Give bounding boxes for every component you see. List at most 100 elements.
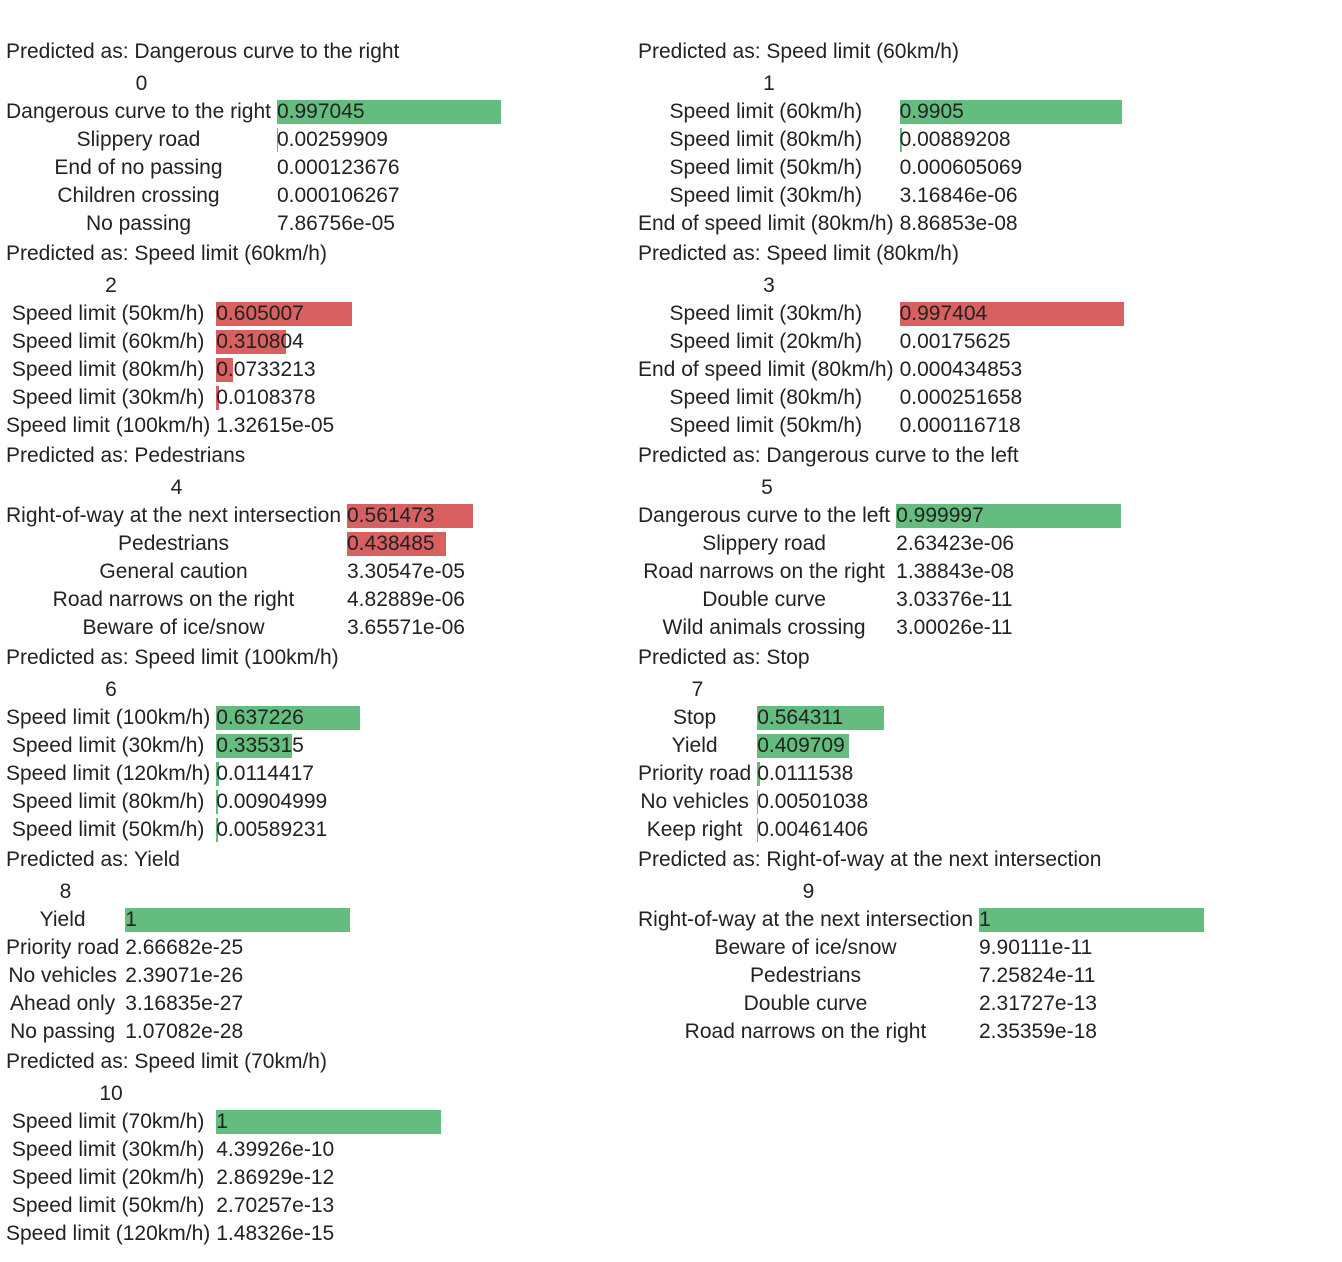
class-label: Dangerous curve to the right	[6, 100, 271, 123]
probability-value: 1	[979, 908, 991, 931]
panel-index: 0	[135, 72, 148, 95]
probability-value: 7.25824e-11	[979, 964, 1096, 987]
probability-bar	[216, 386, 219, 410]
probability-value: 3.03376e-11	[896, 588, 1013, 611]
probability-table: Yield 1 Priority road 2.66682e-25 No vehicle…	[6, 906, 355, 1046]
class-label: Beware of ice/snow	[714, 936, 897, 959]
class-label: Speed limit (50km/h)	[11, 1194, 205, 1217]
panel-index: 9	[802, 880, 815, 903]
probability-value: 0.438485	[347, 532, 435, 555]
probability-value: 3.16835e-27	[125, 992, 244, 1015]
probability-value: 0.999997	[896, 504, 984, 527]
probability-bar	[896, 504, 1122, 528]
probability-bar	[757, 706, 885, 730]
value-cell: 2.39071e-26	[125, 962, 355, 990]
table-row: Pedestrians 7.25824e-11	[638, 962, 1209, 990]
probability-value: 0.997404	[899, 302, 988, 325]
probability-table: Dangerous curve to the right 0.997045 Slip…	[6, 98, 507, 238]
value-cell: 0.000251658	[900, 384, 1130, 412]
probability-value: 1.32615e-05	[216, 414, 335, 437]
table-row: Beware of ice/snow 3.65571e-06	[6, 614, 577, 642]
class-label: Yield	[39, 908, 86, 931]
table-row: Speed limit (120km/h) 1.48326e-15	[6, 1220, 446, 1248]
probability-bar	[757, 818, 759, 842]
value-cell: 7.86756e-05	[277, 210, 507, 238]
table-row: Speed limit (30km/h) 0.335315	[6, 732, 446, 760]
value-cell: 8.86853e-08	[900, 210, 1130, 238]
class-label: Double curve	[743, 992, 868, 1015]
table-row: Speed limit (50km/h) 0.000605069	[638, 154, 1130, 182]
class-label: Slippery road	[702, 532, 826, 555]
class-label: Road narrows on the right	[684, 1020, 927, 1043]
probability-value: 3.65571e-06	[347, 616, 465, 639]
probability-value: 0.000251658	[899, 386, 1023, 409]
probability-value: 3.00026e-11	[896, 616, 1013, 639]
class-label: Road narrows on the right	[52, 588, 295, 611]
class-label: Speed limit (100km/h)	[6, 706, 211, 729]
panel-index: 3	[763, 274, 775, 297]
table-row: Right-of-way at the next intersection 1	[638, 906, 1209, 934]
class-label: Stop	[673, 706, 717, 729]
table-row: No vehicles 0.00501038	[638, 788, 987, 816]
probability-value: 2.66682e-25	[125, 936, 244, 959]
value-cell: 0.0108378	[216, 384, 446, 412]
class-label: Speed limit (70km/h)	[11, 1110, 205, 1133]
probability-value: 0.000434853	[899, 358, 1023, 381]
value-cell: 3.00026e-11	[896, 614, 1126, 642]
value-cell: 0.335315	[216, 732, 446, 760]
value-cell: 4.82889e-06	[347, 586, 577, 614]
value-cell: 9.90111e-11	[979, 934, 1209, 962]
probability-value: 4.39926e-10	[216, 1138, 335, 1161]
predicted-label: Predicted as: Speed limit (60km/h)	[638, 40, 959, 63]
class-label: Speed limit (60km/h)	[11, 330, 205, 353]
probability-value: 4.82889e-06	[347, 588, 465, 611]
value-cell: 1	[125, 906, 355, 934]
probability-value: 0.564311	[757, 706, 844, 729]
value-cell: 3.16846e-06	[900, 182, 1130, 210]
value-cell: 0.0114417	[216, 760, 446, 788]
predicted-label: Predicted as: Pedestrians	[6, 444, 246, 467]
probability-bar	[216, 358, 233, 382]
value-cell: 0.000116718	[900, 412, 1130, 440]
table-row: Dangerous curve to the right 0.997045	[6, 98, 507, 126]
table-row: Pedestrians 0.438485	[6, 530, 577, 558]
table-row: Speed limit (60km/h) 0.310804	[6, 328, 446, 356]
table-row: Priority road 0.0111538	[638, 760, 987, 788]
class-label: Speed limit (50km/h)	[669, 414, 863, 437]
value-cell: 0.0733213	[216, 356, 446, 384]
probability-bar	[216, 734, 292, 758]
class-label: Road narrows on the right	[643, 560, 885, 583]
probability-table: Speed limit (60km/h) 0.9905 Speed limit (8…	[638, 98, 1130, 238]
table-row: Double curve 2.31727e-13	[638, 990, 1209, 1018]
probability-value: 8.86853e-08	[899, 212, 1018, 235]
probability-value: 2.31727e-13	[979, 992, 1097, 1015]
value-cell: 0.564311	[757, 704, 987, 732]
table-row: No passing 1.07082e-28	[6, 1018, 355, 1046]
value-cell: 0.000434853	[900, 356, 1130, 384]
value-cell: 2.35359e-18	[979, 1018, 1209, 1046]
table-row: No passing 7.86756e-05	[6, 210, 507, 238]
probability-value: 0.637226	[216, 706, 304, 729]
predicted-label: Predicted as: Dangerous curve to the rig…	[6, 40, 400, 63]
table-row: Speed limit (30km/h) 3.16846e-06	[638, 182, 1130, 210]
table-row: Double curve 3.03376e-11	[638, 586, 1126, 614]
class-label: End of speed limit (80km/h)	[638, 358, 894, 381]
table-row: Speed limit (30km/h) 0.997404	[638, 300, 1130, 328]
probability-value: 0.0733213	[216, 358, 316, 381]
panel-index: 4	[170, 476, 183, 499]
class-label: No vehicles	[640, 790, 749, 813]
probability-value: 0.00501038	[757, 790, 869, 813]
class-label: Speed limit (50km/h)	[11, 818, 205, 841]
table-row: End of speed limit (80km/h) 8.86853e-08	[638, 210, 1130, 238]
class-label: Beware of ice/snow	[82, 616, 265, 639]
class-label: No passing	[85, 212, 192, 235]
probability-value: 0.00461406	[757, 818, 869, 841]
probability-bar	[757, 790, 759, 814]
table-row: No vehicles 2.39071e-26	[6, 962, 355, 990]
value-cell: 0.00461406	[757, 816, 987, 844]
probability-value: 2.63423e-06	[896, 532, 1015, 555]
value-cell: 1.38843e-08	[896, 558, 1126, 586]
class-label: Speed limit (50km/h)	[669, 156, 863, 179]
value-cell: 0.997045	[276, 98, 507, 126]
table-row: Dangerous curve to the left 0.999997	[638, 502, 1126, 530]
